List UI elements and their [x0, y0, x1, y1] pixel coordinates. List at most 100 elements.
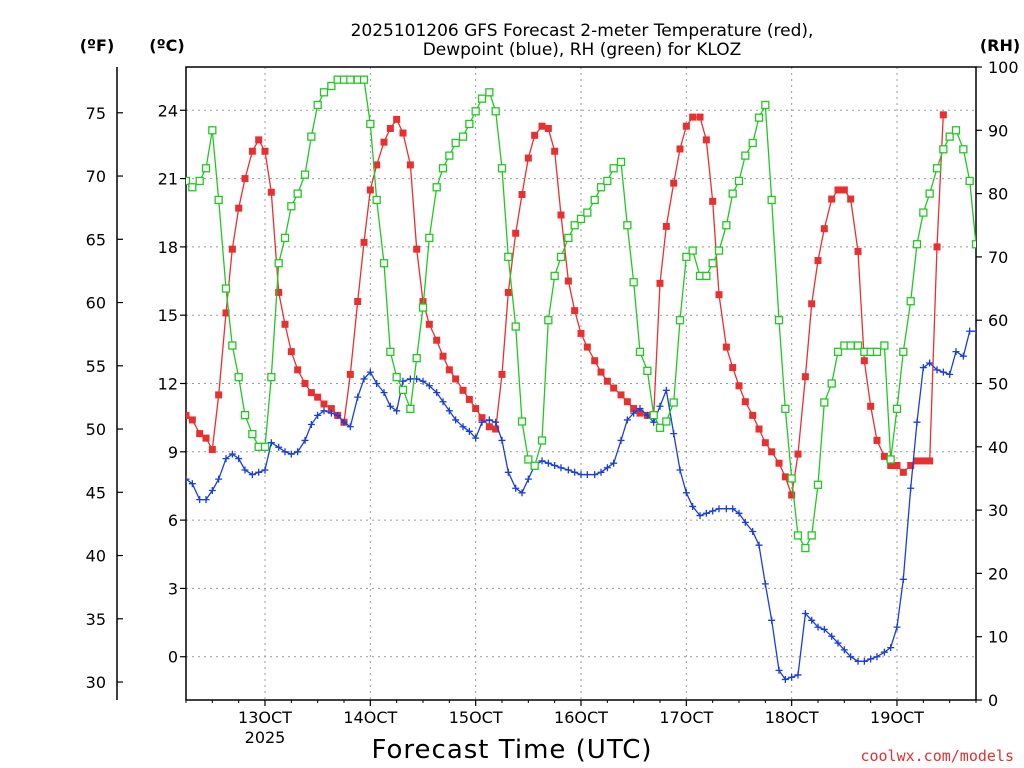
celsius-tick-label: 6 — [168, 511, 178, 530]
data-point — [596, 183, 606, 192]
data-point — [636, 405, 644, 413]
data-point — [840, 186, 848, 194]
data-point — [814, 623, 822, 631]
data-point — [459, 386, 467, 394]
fahrenheit-tick-label: 45 — [86, 483, 106, 502]
data-point — [794, 450, 802, 458]
source-credit: coolwx.com/models — [860, 747, 1014, 765]
data-point — [577, 329, 585, 337]
rh-tick-label: 10 — [988, 628, 1008, 647]
data-point — [926, 359, 934, 367]
x-tick-label: 19OCT — [870, 708, 924, 727]
data-point — [820, 398, 829, 407]
data-point — [354, 393, 362, 401]
data-point — [564, 233, 573, 243]
data-point — [307, 420, 315, 428]
data-point — [714, 246, 724, 255]
data-point — [907, 484, 915, 492]
data-point — [840, 646, 848, 654]
data-point — [965, 176, 974, 186]
data-point — [820, 225, 828, 233]
data-point — [551, 147, 559, 155]
data-point — [662, 417, 671, 426]
data-point — [439, 352, 447, 360]
data-point — [451, 138, 460, 148]
data-point — [808, 616, 816, 624]
series-line — [186, 79, 976, 550]
data-point — [722, 221, 731, 230]
data-point — [867, 655, 875, 663]
x-axis-title: Forecast Time (UTC) — [371, 735, 652, 765]
data-point — [808, 300, 816, 308]
data-point — [603, 377, 611, 385]
data-point — [433, 389, 441, 397]
data-point — [544, 124, 552, 132]
data-point — [380, 138, 388, 146]
data-point — [682, 489, 690, 497]
data-point — [564, 466, 572, 474]
data-point — [222, 309, 230, 317]
data-point — [366, 186, 374, 194]
data-point — [754, 113, 764, 122]
data-point — [334, 411, 342, 419]
data-point — [386, 402, 394, 410]
x-tick-label: 18OCT — [765, 708, 819, 727]
rh-tick-label: 20 — [988, 564, 1008, 583]
data-point — [912, 240, 922, 249]
fahrenheit-tick-label: 50 — [86, 420, 106, 439]
data-point — [722, 505, 730, 513]
data-point — [186, 411, 190, 419]
x-tick-label: 15OCT — [449, 708, 503, 727]
data-point — [281, 320, 289, 328]
data-point — [610, 459, 618, 467]
data-point — [872, 347, 882, 357]
data-point — [761, 100, 770, 110]
data-point — [248, 147, 256, 155]
data-point — [524, 154, 532, 162]
data-point — [478, 414, 486, 422]
data-point — [702, 271, 711, 281]
data-point — [511, 322, 520, 331]
rh-tick-label: 90 — [988, 121, 1008, 140]
data-point — [241, 466, 249, 474]
data-point — [741, 151, 750, 160]
data-point — [235, 204, 243, 212]
data-point — [537, 436, 547, 445]
data-point — [788, 491, 796, 499]
data-point — [255, 136, 263, 144]
data-point — [676, 145, 684, 153]
data-point — [319, 88, 329, 97]
data-point — [735, 382, 743, 390]
data-point — [222, 455, 230, 463]
data-point — [952, 348, 960, 356]
data-point — [979, 272, 986, 279]
data-point — [518, 191, 526, 199]
data-point — [459, 423, 467, 431]
data-point — [688, 246, 697, 255]
data-point — [439, 398, 447, 406]
data-point — [708, 259, 717, 268]
data-point — [208, 126, 217, 135]
data-point — [794, 671, 802, 679]
data-point — [643, 366, 652, 375]
data-point — [202, 434, 210, 442]
data-point — [670, 179, 678, 187]
celsius-tick-label: 21 — [158, 170, 178, 189]
data-point — [939, 368, 947, 376]
data-point — [951, 126, 961, 135]
data-point — [676, 466, 684, 474]
data-point — [741, 398, 749, 406]
data-point — [360, 238, 368, 246]
fahrenheit-tick-label: 70 — [86, 167, 106, 186]
data-point — [709, 197, 717, 205]
data-point — [452, 416, 460, 424]
data-point — [571, 307, 579, 315]
data-point — [465, 119, 474, 129]
rh-tick-label: 0 — [988, 691, 998, 710]
data-point — [372, 195, 381, 205]
data-point — [280, 233, 290, 243]
data-point — [498, 436, 506, 444]
data-point — [235, 455, 243, 463]
data-point — [933, 243, 941, 251]
